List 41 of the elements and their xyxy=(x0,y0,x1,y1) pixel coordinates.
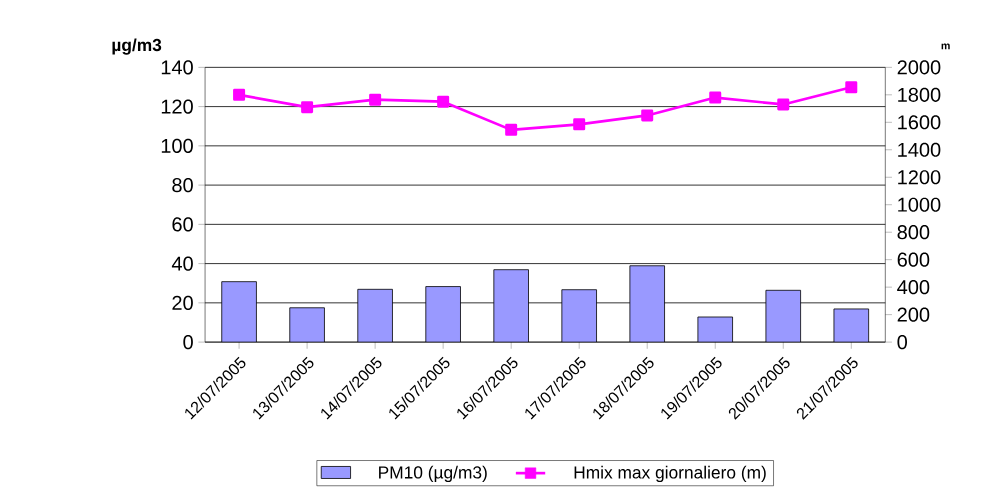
y2-tick-label: 400 xyxy=(897,279,930,295)
y2-tick-label: 200 xyxy=(897,307,930,322)
y-tick-label: 40 xyxy=(171,256,193,271)
y2-axis-title: m xyxy=(941,43,950,50)
y2-tick-label: 0 xyxy=(897,334,908,350)
bar xyxy=(629,265,665,343)
y-axis-title: µg/m3 xyxy=(112,38,162,55)
bar xyxy=(221,281,257,343)
y-tick-label: 60 xyxy=(172,217,193,232)
bar xyxy=(357,288,393,343)
point xyxy=(641,109,654,122)
point xyxy=(709,91,722,104)
bar xyxy=(493,269,529,343)
bar xyxy=(289,307,325,343)
point xyxy=(369,93,382,106)
y-tick-label: 0 xyxy=(183,334,193,350)
y-tick-label: 120 xyxy=(161,99,193,114)
y2-tick-label: 1400 xyxy=(898,142,941,157)
y-tick-label: 80 xyxy=(172,177,193,193)
y2-tick-label: 1600 xyxy=(898,115,941,130)
y2-tick-label: 2000 xyxy=(897,60,941,75)
y2-tick-label: 1000 xyxy=(898,197,941,212)
legend-label: PM10 (µg/m3) xyxy=(379,465,487,482)
bar xyxy=(765,289,801,343)
legend-label: Hmix max giornaliero (m) xyxy=(574,465,766,482)
bar xyxy=(425,286,461,343)
y2-tick-label: 800 xyxy=(897,225,930,240)
point xyxy=(573,118,586,131)
y2-tick-label: 1800 xyxy=(898,87,941,102)
point xyxy=(777,98,790,111)
point xyxy=(505,123,518,136)
point xyxy=(301,101,314,114)
bar xyxy=(561,289,597,343)
y2-tick-label: 1200 xyxy=(898,170,941,185)
y-tick-label: 20 xyxy=(172,295,193,310)
point xyxy=(845,81,858,94)
y-tick-label: 100 xyxy=(161,138,193,153)
point xyxy=(437,95,450,108)
y-tick-label: 140 xyxy=(161,60,193,75)
y2-tick-label: 600 xyxy=(897,252,930,267)
point xyxy=(233,88,246,101)
